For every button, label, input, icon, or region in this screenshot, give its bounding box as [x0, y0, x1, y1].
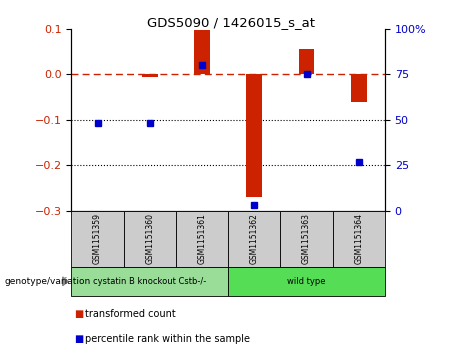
Bar: [124, 211, 176, 267]
Text: GSM1151362: GSM1151362: [250, 213, 259, 264]
Text: genotype/variation: genotype/variation: [5, 277, 91, 286]
Text: GSM1151363: GSM1151363: [302, 213, 311, 264]
Bar: [299, 49, 314, 74]
Text: GDS5090 / 1426015_s_at: GDS5090 / 1426015_s_at: [147, 16, 314, 29]
Text: GSM1151364: GSM1151364: [355, 213, 363, 264]
Bar: [351, 74, 366, 102]
Text: wild type: wild type: [287, 277, 326, 286]
Text: ■: ■: [74, 334, 83, 344]
Text: transformed count: transformed count: [85, 309, 176, 319]
Bar: [228, 211, 280, 267]
Bar: [142, 74, 158, 77]
Text: ■: ■: [74, 309, 83, 319]
Text: cystatin B knockout Cstb-/-: cystatin B knockout Cstb-/-: [93, 277, 207, 286]
Bar: [71, 267, 228, 296]
Bar: [333, 211, 385, 267]
Bar: [176, 211, 228, 267]
Bar: [194, 30, 210, 74]
Bar: [90, 73, 106, 74]
Text: GSM1151361: GSM1151361: [198, 213, 207, 264]
Text: GSM1151360: GSM1151360: [145, 213, 154, 264]
Polygon shape: [63, 277, 68, 286]
Text: GSM1151359: GSM1151359: [93, 213, 102, 264]
Bar: [247, 74, 262, 197]
Bar: [71, 211, 124, 267]
Bar: [228, 267, 385, 296]
Bar: [280, 211, 333, 267]
Text: percentile rank within the sample: percentile rank within the sample: [85, 334, 250, 344]
